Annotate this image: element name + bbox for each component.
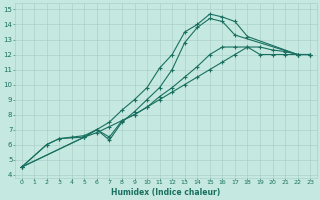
X-axis label: Humidex (Indice chaleur): Humidex (Indice chaleur) — [111, 188, 220, 197]
